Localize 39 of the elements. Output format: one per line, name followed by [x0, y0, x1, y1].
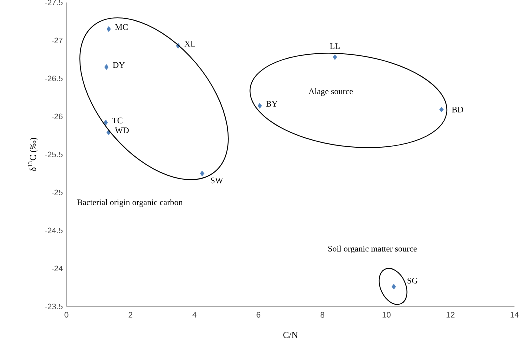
point — [392, 284, 396, 290]
annotation: Bacterial origin organic carbon — [77, 199, 183, 208]
annotation: MC — [115, 24, 128, 30]
annotation: Alage source — [308, 88, 354, 96]
x-axis-title: C/N — [284, 332, 298, 338]
point — [440, 107, 444, 113]
point — [106, 26, 112, 32]
point — [200, 170, 205, 176]
y-tick-label: -26.5 — [45, 76, 63, 82]
y-tick-label: -27 — [52, 38, 63, 44]
y-tick-label: -24.5 — [45, 228, 63, 234]
x-tick-label: 10 — [382, 312, 391, 318]
y-tick-label: -27.5 — [45, 0, 63, 6]
annotation: SW — [211, 178, 224, 184]
point — [104, 120, 108, 126]
annotation: Soil organic matter source — [328, 246, 417, 254]
x-tick-label: 2 — [128, 312, 133, 318]
annotation: BD — [452, 107, 464, 113]
y-tick-label: -26 — [52, 114, 63, 120]
annotation: DY — [113, 62, 125, 68]
x-tick-label: 12 — [446, 312, 455, 318]
annotation: BY — [266, 101, 278, 107]
annotation: LL — [330, 44, 340, 50]
y-tick-label: -25.5 — [45, 152, 63, 158]
point — [258, 103, 262, 109]
x-tick-label: 8 — [320, 312, 325, 318]
point — [333, 54, 338, 60]
annotation: WD — [115, 128, 129, 134]
y-tick-label: -23.5 — [45, 304, 63, 310]
x-tick-label: 14 — [510, 312, 519, 318]
y-tick-label: -25 — [52, 190, 63, 196]
x-tick-label: 6 — [256, 312, 261, 318]
y-axis-title: δ$^{13}$C (‰) — [28, 138, 38, 172]
annotation: TC — [112, 118, 123, 124]
annotation: SG — [408, 278, 418, 284]
x-tick-label: 0 — [64, 312, 69, 318]
x-tick-label: 4 — [192, 312, 197, 318]
y-tick-label: -24 — [52, 266, 63, 272]
annotation: XL — [184, 41, 196, 47]
